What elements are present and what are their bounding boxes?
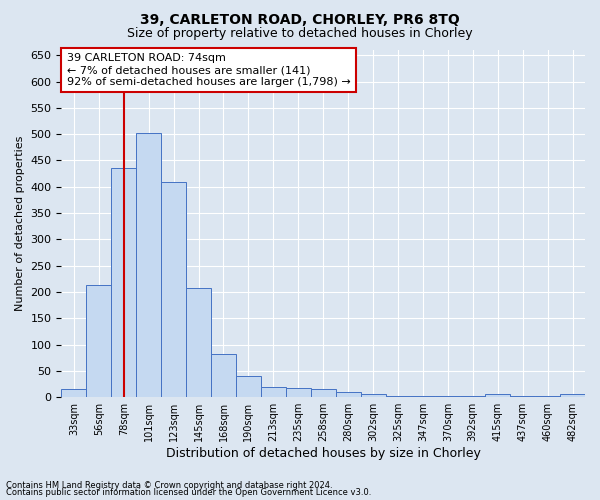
Bar [485,394,510,397]
Bar [261,386,286,397]
Text: Size of property relative to detached houses in Chorley: Size of property relative to detached ho… [127,28,473,40]
Text: 39, CARLETON ROAD, CHORLEY, PR6 8TQ: 39, CARLETON ROAD, CHORLEY, PR6 8TQ [140,12,460,26]
Text: 39 CARLETON ROAD: 74sqm
← 7% of detached houses are smaller (141)
92% of semi-de: 39 CARLETON ROAD: 74sqm ← 7% of detached… [67,54,350,86]
Bar [161,182,186,397]
Bar [286,388,311,397]
Bar [136,132,161,397]
Text: Contains public sector information licensed under the Open Government Licence v3: Contains public sector information licen… [6,488,371,497]
Bar [236,376,261,397]
Bar [111,168,136,397]
Bar [436,396,460,397]
Bar [186,288,211,397]
X-axis label: Distribution of detached houses by size in Chorley: Distribution of detached houses by size … [166,447,481,460]
Bar [86,285,111,397]
Bar [535,396,560,397]
Bar [386,396,410,397]
Y-axis label: Number of detached properties: Number of detached properties [15,136,25,312]
Bar [211,354,236,397]
Bar [560,394,585,397]
Bar [311,390,335,397]
Bar [61,390,86,397]
Bar [460,396,485,397]
Bar [361,394,386,397]
Text: Contains HM Land Registry data © Crown copyright and database right 2024.: Contains HM Land Registry data © Crown c… [6,480,332,490]
Bar [410,396,436,397]
Bar [335,392,361,397]
Bar [510,396,535,397]
